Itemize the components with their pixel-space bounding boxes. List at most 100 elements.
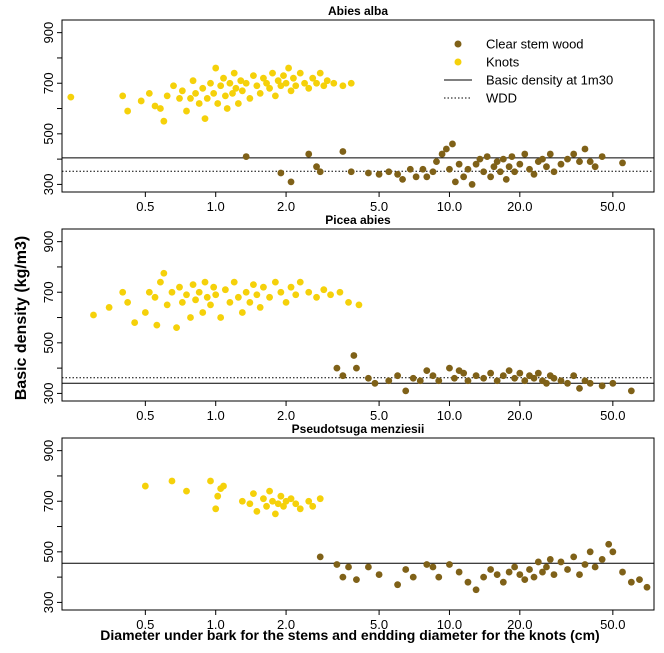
knot-point [151, 293, 159, 301]
stem-point [455, 568, 463, 576]
stem-point [502, 175, 510, 183]
knot-point [137, 97, 145, 105]
legend-label: Basic density at 1m30 [486, 73, 613, 88]
stem-point [511, 563, 519, 571]
stem-point [429, 563, 437, 571]
knot-point [131, 319, 139, 326]
stem-point [375, 170, 383, 178]
knot-point [280, 72, 287, 80]
knot-point [246, 298, 254, 306]
legend-label: WDD [486, 91, 517, 106]
stem-point [511, 374, 519, 382]
knot-point [260, 495, 267, 503]
stem-point [449, 140, 456, 148]
knot-point [220, 482, 227, 490]
stem-point [557, 558, 565, 566]
x-tick-label: 20.0 [507, 617, 532, 632]
knot-point [220, 74, 227, 82]
stem-point [550, 374, 558, 382]
knot-point [199, 309, 207, 316]
knot-point [214, 492, 222, 500]
knot-point [330, 79, 338, 87]
stem-point [399, 175, 406, 183]
stem-point [347, 168, 355, 176]
knot-point [217, 82, 225, 90]
knot-point [124, 298, 132, 306]
knot-point [170, 82, 177, 90]
knot-point [290, 74, 297, 82]
stem-point [353, 576, 360, 584]
stem-point [419, 165, 427, 173]
stem-point [446, 364, 453, 372]
knot-point [277, 288, 285, 296]
knot-point [285, 64, 292, 72]
stem-point [394, 581, 401, 589]
knot-point [266, 84, 273, 92]
knot-point [271, 92, 279, 100]
legend-point-marker [454, 40, 462, 48]
stem-point [423, 367, 431, 375]
knot-point [269, 69, 276, 77]
stem-point [412, 173, 420, 181]
stem-point [375, 571, 383, 578]
stem-point [277, 169, 285, 177]
stem-point [446, 165, 453, 173]
y-tick-label: 300 [41, 174, 56, 196]
knot-point [305, 497, 313, 505]
stem-point [598, 556, 606, 563]
stem-point [487, 369, 495, 377]
knot-point [145, 89, 153, 97]
stem-point [605, 540, 613, 548]
x-tick-label: 0.5 [136, 617, 154, 632]
legend-label: Clear stem wood [486, 37, 584, 52]
stem-point [543, 379, 550, 387]
stem-point [546, 150, 554, 158]
knot-point [256, 304, 264, 311]
panel-title: Picea abies [325, 213, 391, 227]
x-tick-label: 50.0 [600, 408, 625, 423]
stem-point [534, 558, 542, 566]
stem-point [496, 168, 504, 176]
stem-point [455, 160, 463, 168]
knot-point [238, 497, 246, 505]
knot-point [210, 283, 218, 291]
stem-point [516, 160, 524, 168]
stem-point [242, 153, 250, 160]
knot-point [226, 79, 234, 87]
knot-point [237, 77, 245, 85]
stem-point [546, 556, 554, 563]
knot-point [160, 117, 168, 125]
y-tick-label: 900 [41, 231, 56, 253]
knot-point [263, 502, 270, 510]
stem-point [402, 566, 410, 573]
knot-point [238, 309, 246, 316]
knot-point [192, 296, 199, 304]
stem-point [402, 387, 410, 395]
y-tick-label: 900 [41, 22, 56, 44]
stem-point [530, 170, 538, 178]
stem-point [557, 377, 565, 385]
knot-point [277, 492, 285, 500]
stem-point [598, 382, 606, 390]
stem-point [627, 578, 635, 586]
knot-point [229, 89, 236, 97]
knot-point [178, 298, 186, 306]
y-tick-label: 700 [41, 490, 56, 512]
knot-point [238, 87, 246, 95]
chart-panel: Pseudotsuga menziesii 300 500 700 900 0.5 1.0 2… [41, 422, 655, 632]
knot-point [105, 304, 113, 311]
knot-point [320, 82, 328, 90]
stem-point [526, 165, 533, 173]
stem-point [416, 377, 424, 385]
stem-point [598, 153, 606, 160]
knot-point [119, 92, 127, 100]
stem-point [472, 372, 480, 380]
knot-point [119, 288, 127, 296]
stem-point [530, 573, 538, 581]
knot-point [187, 314, 194, 321]
stem-point [490, 163, 498, 171]
stem-point [609, 379, 617, 387]
stem-point [581, 145, 589, 153]
y-tick-label: 700 [41, 72, 56, 94]
knot-point [173, 324, 180, 332]
